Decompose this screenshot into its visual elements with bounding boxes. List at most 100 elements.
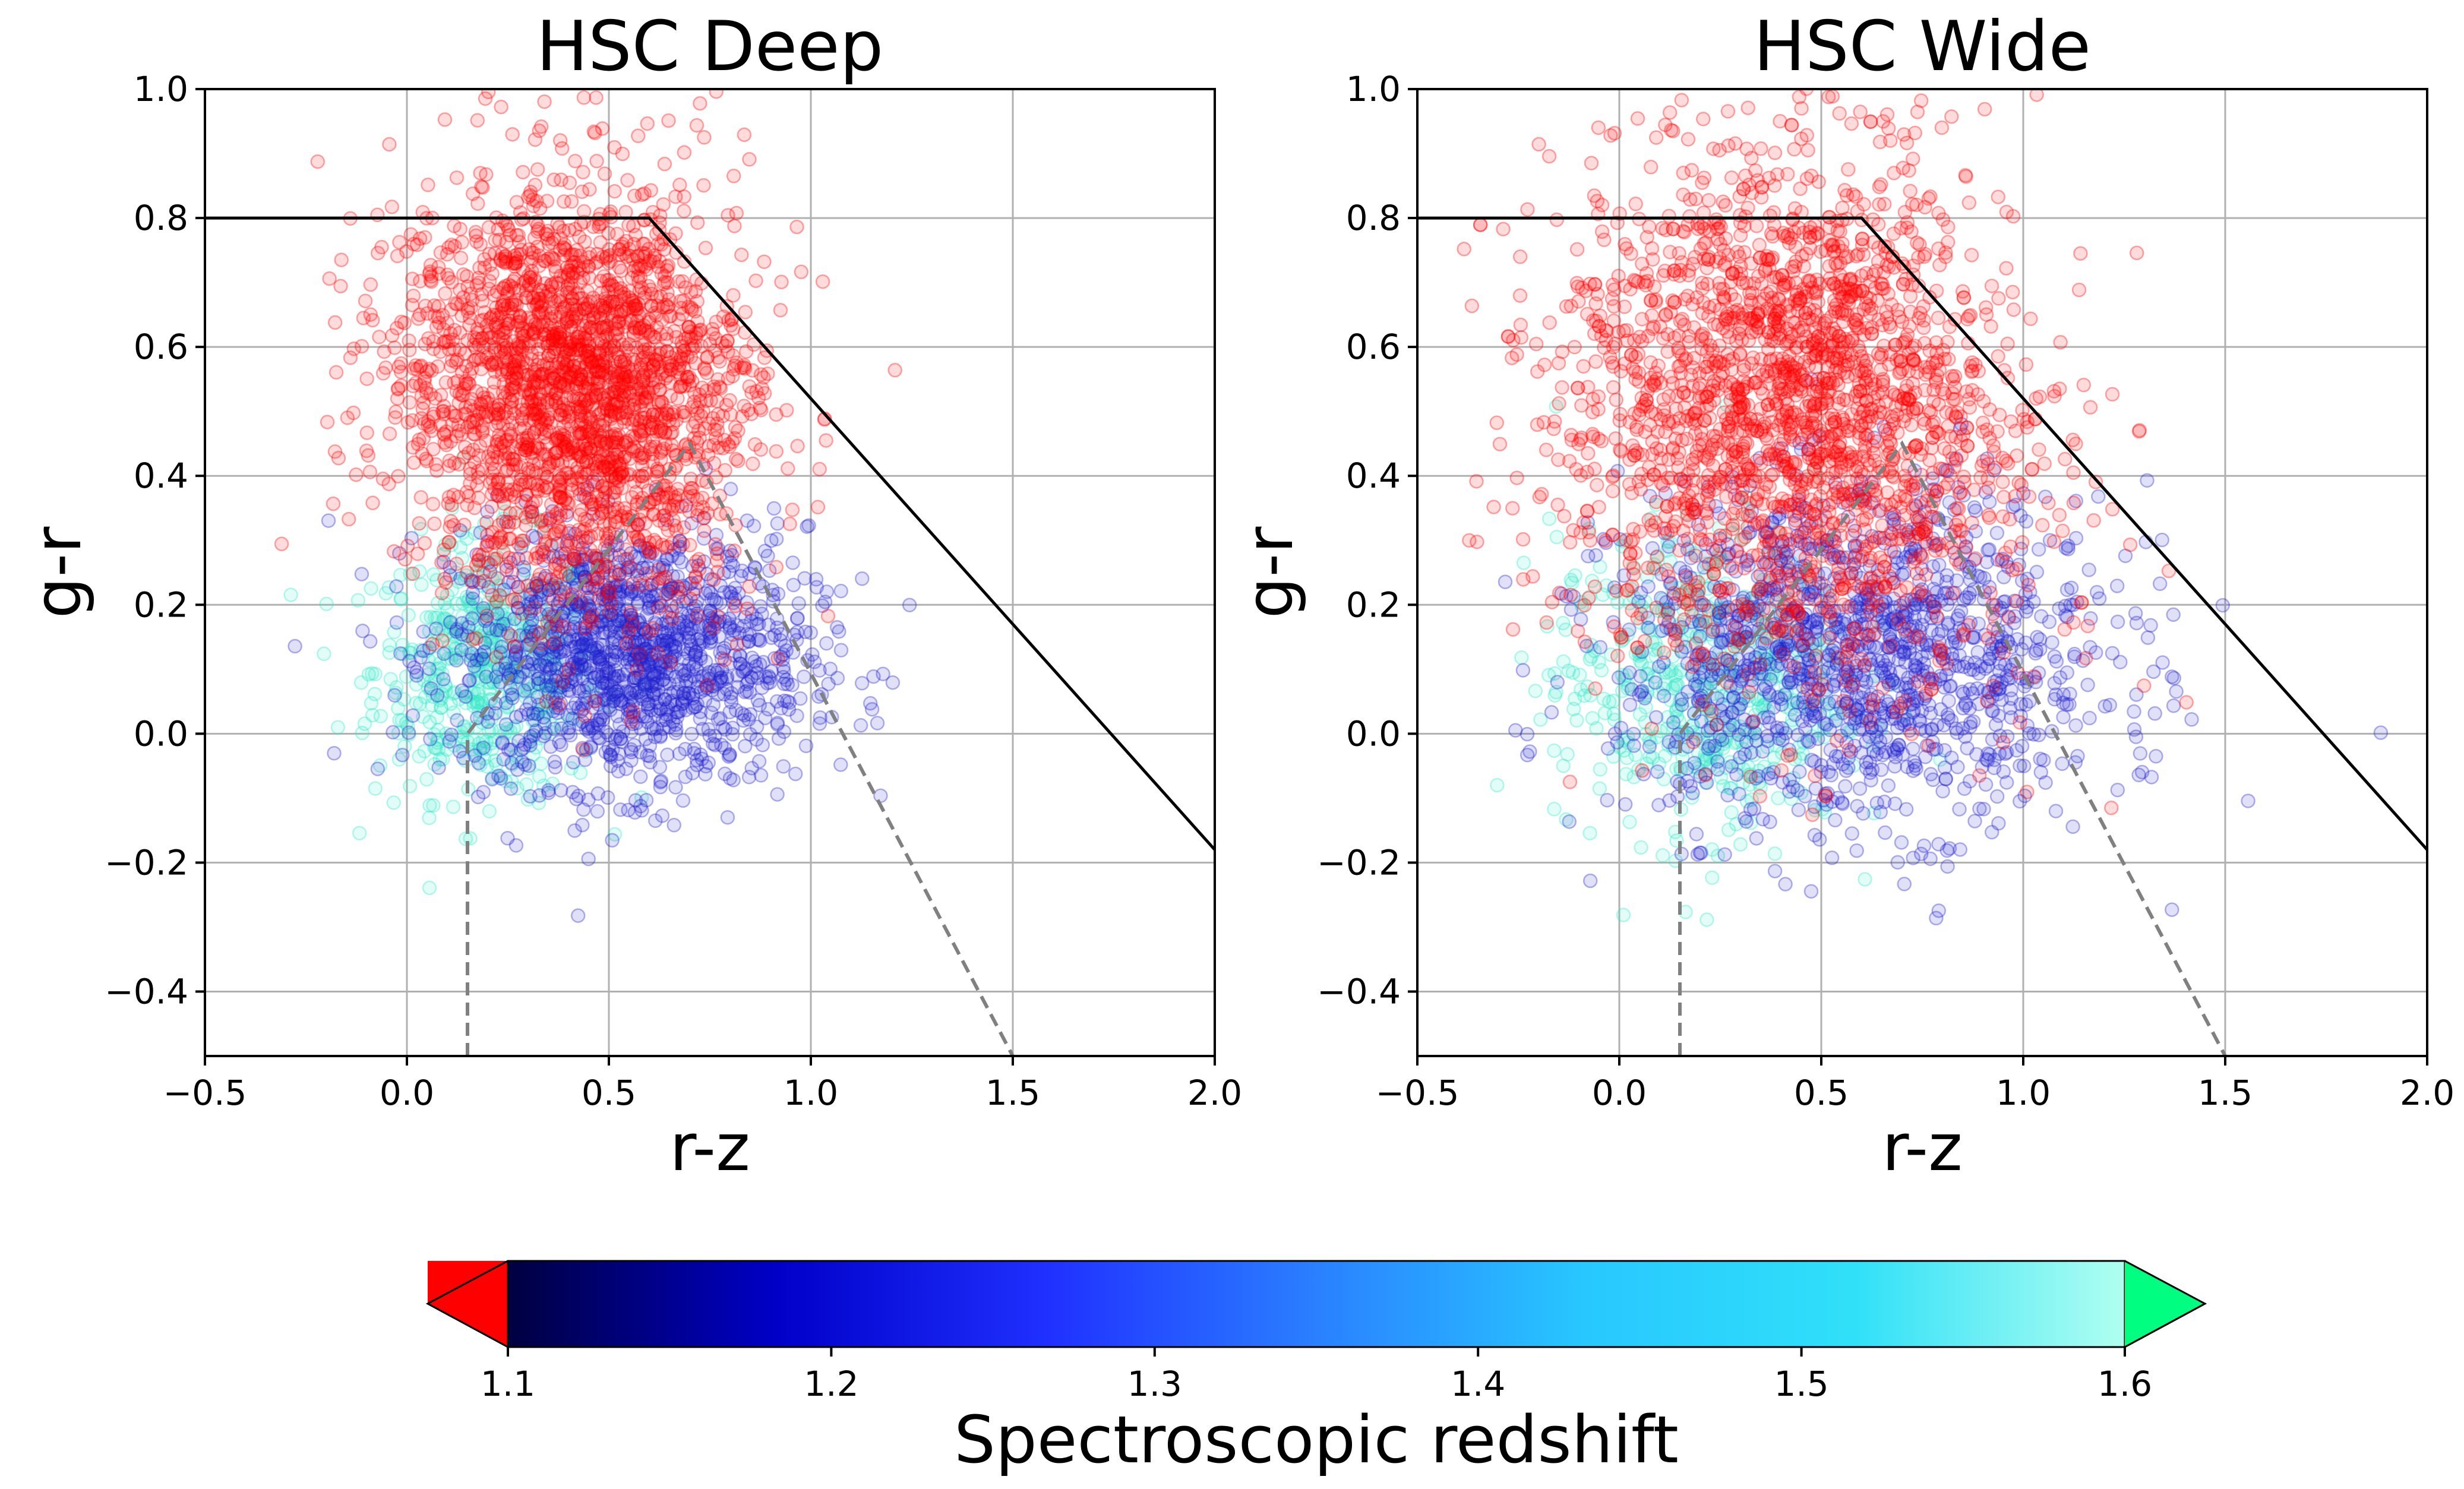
data-point: [475, 293, 490, 309]
data-point: [688, 581, 703, 596]
data-point: [552, 735, 567, 750]
data-point: [575, 817, 590, 833]
data-point: [564, 761, 579, 776]
data-point: [533, 593, 548, 608]
data-point: [574, 641, 589, 657]
data-point: [767, 628, 782, 643]
data-point: [533, 607, 548, 622]
data-point: [704, 705, 719, 720]
data-point: [580, 513, 595, 528]
data-point: [528, 406, 543, 421]
data-point: [698, 586, 713, 601]
data-point: [506, 720, 522, 736]
data-point: [475, 611, 490, 625]
data-point: [607, 632, 622, 647]
data-point: [698, 767, 713, 782]
data-point: [418, 690, 433, 704]
data-point: [770, 651, 785, 666]
data-point: [492, 625, 507, 641]
data-point: [412, 307, 427, 323]
data-point: [466, 694, 481, 710]
data-point: [577, 657, 592, 673]
data-point: [467, 663, 483, 678]
data-point: [670, 627, 685, 643]
data-point: [436, 554, 451, 570]
data-point: [447, 636, 462, 651]
data-point: [355, 725, 370, 741]
data-point: [354, 339, 369, 354]
data-point: [736, 618, 751, 634]
data-point: [776, 676, 792, 691]
data-point: [640, 116, 655, 131]
x-tick-label: 0.0: [380, 1073, 434, 1113]
data-point: [521, 597, 536, 612]
data-point: [1792, 764, 1807, 779]
data-point: [686, 659, 701, 675]
data-point: [568, 153, 583, 169]
data-point: [674, 301, 688, 315]
data-point: [508, 719, 524, 734]
data-point: [833, 583, 848, 599]
data-point: [775, 652, 790, 667]
data-point: [636, 643, 650, 657]
data-point: [387, 688, 402, 703]
data-point: [368, 666, 383, 682]
data-point: [655, 721, 671, 736]
data-point: [659, 636, 674, 651]
data-point: [430, 596, 446, 611]
data-point: [790, 438, 805, 454]
data-point: [570, 662, 585, 676]
data-point: [532, 704, 547, 719]
data-point: [409, 696, 424, 710]
data-point: [699, 618, 713, 633]
data-point: [649, 617, 664, 632]
data-point: [547, 754, 562, 769]
data-point: [685, 559, 700, 574]
data-point: [547, 635, 563, 650]
data-point: [789, 611, 805, 626]
x-tick-label: 0.5: [582, 1073, 636, 1113]
data-point: [556, 677, 571, 693]
data-point: [771, 731, 786, 746]
data-point: [435, 666, 450, 681]
data-point: [522, 625, 536, 641]
data-point: [660, 747, 675, 763]
data-point: [549, 661, 564, 676]
data-point: [647, 633, 662, 648]
data-point: [488, 599, 503, 614]
data-point: [509, 371, 524, 387]
data-point: [546, 592, 561, 607]
data-point: [743, 707, 758, 722]
data-point: [1592, 781, 1607, 796]
data-point: [633, 669, 648, 685]
data-point: [611, 747, 627, 761]
data-point: [506, 574, 521, 590]
data-point: [427, 757, 442, 772]
data-point: [483, 652, 498, 668]
data-point: [608, 578, 624, 593]
data-point: [421, 653, 437, 668]
data-point: [393, 592, 408, 607]
data-point: [458, 568, 473, 583]
data-point: [544, 277, 559, 292]
data-point: [548, 639, 564, 655]
data-point: [541, 348, 556, 363]
data-point: [575, 741, 590, 755]
data-point: [603, 365, 618, 381]
data-point: [489, 757, 504, 772]
data-point: [440, 652, 456, 666]
data-point: [416, 624, 431, 639]
data-point: [531, 222, 546, 236]
data-point: [542, 684, 557, 699]
data-point: [443, 620, 458, 636]
data-point: [510, 781, 525, 796]
data-point: [820, 608, 836, 624]
data-point: [534, 520, 549, 536]
data-point: [389, 680, 404, 695]
data-point: [563, 567, 579, 583]
data-point: [1516, 555, 1531, 570]
data-point: [490, 550, 505, 565]
data-point: [414, 411, 429, 426]
data-point: [687, 741, 702, 757]
data-point: [532, 769, 547, 784]
